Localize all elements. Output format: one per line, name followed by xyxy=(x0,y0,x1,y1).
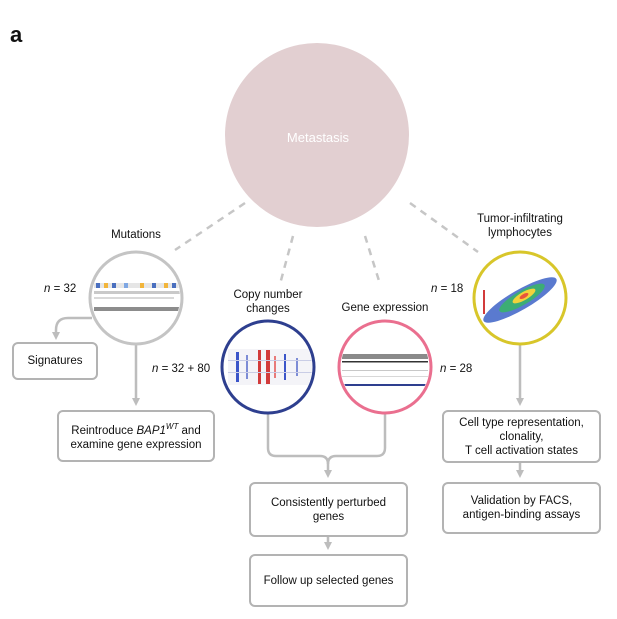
reintroduce-label: Reintroduce BAP1WT and examine gene expr… xyxy=(70,422,202,451)
dashed-spokes xyxy=(174,201,479,285)
copy-number-n-label: n = 32 + 80 xyxy=(152,363,211,375)
mutations-title: Mutations xyxy=(111,229,161,241)
til-n-label: n = 18 xyxy=(431,283,464,295)
celltype-label: Cell type representation, clonality, T c… xyxy=(459,416,584,457)
copy-number-title: Copy number changes xyxy=(218,288,318,316)
mutations-node xyxy=(88,250,184,346)
signatures-box: Signatures xyxy=(12,342,98,380)
metastasis-circle xyxy=(225,43,409,227)
consistent-label: Consistently perturbed genes xyxy=(270,496,387,523)
gene-expression-node xyxy=(337,319,433,415)
gene-expression-thumbnail xyxy=(342,354,428,386)
mutation-matrix-thumbnail xyxy=(94,283,180,311)
metastasis-label: Metastasis xyxy=(286,130,350,145)
connector-ge-merge xyxy=(326,411,387,465)
copy-number-heatmap-thumbnail xyxy=(228,349,312,385)
consistent-box: Consistently perturbed genes xyxy=(249,482,408,537)
spoke-gene-expression xyxy=(363,235,382,285)
til-title-line2: lymphocytes xyxy=(488,227,552,239)
spoke-til xyxy=(409,201,479,254)
gene-expression-title: Gene expression xyxy=(341,302,429,314)
spoke-mutations xyxy=(174,201,246,252)
panel-letter: a xyxy=(10,22,23,47)
copy-number-title-line2: changes xyxy=(246,303,290,315)
flow-density-thumbnail xyxy=(483,277,557,323)
validation-label: Validation by FACS, antigen-binding assa… xyxy=(462,495,581,521)
signatures-label: Signatures xyxy=(27,355,83,367)
connector-cnv-merge xyxy=(266,411,332,478)
spoke-copy-number xyxy=(278,235,295,285)
validation-box: Validation by FACS, antigen-binding assa… xyxy=(442,482,601,534)
bap1-gene: BAP1 xyxy=(136,424,166,437)
reintroduce-box: Reintroduce BAP1WT and examine gene expr… xyxy=(57,410,215,462)
gene-expression-n-label: n = 28 xyxy=(440,363,473,375)
followup-label: Follow up selected genes xyxy=(263,574,394,587)
til-node xyxy=(472,250,568,346)
gene-expression-circle xyxy=(337,319,433,415)
followup-box: Follow up selected genes xyxy=(249,554,408,607)
copy-number-title-line1: Copy number xyxy=(233,289,303,301)
connectors xyxy=(52,316,524,550)
copy-number-node xyxy=(220,319,316,415)
til-title-line1: Tumor-infiltrating xyxy=(477,213,563,225)
til-title: Tumor-infiltrating lymphocytes xyxy=(458,212,582,240)
mutations-n-label: n = 32 xyxy=(44,283,77,295)
connector-mutations-signatures xyxy=(52,316,92,340)
celltype-box: Cell type representation, clonality, T c… xyxy=(442,410,601,463)
